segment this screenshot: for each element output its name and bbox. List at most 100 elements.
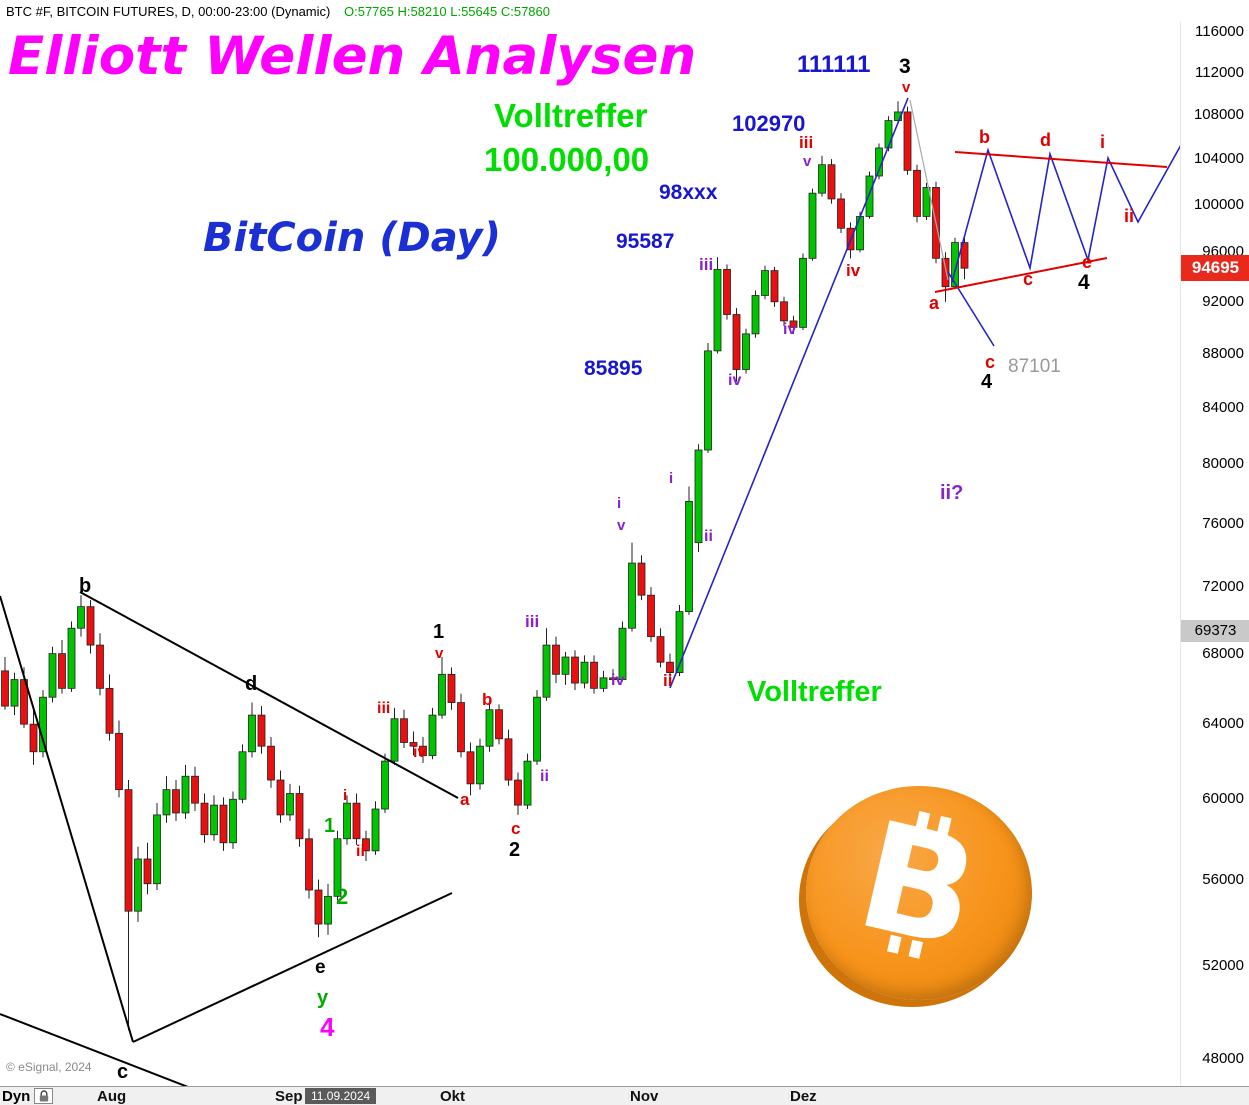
x-axis-label: Sep	[275, 1088, 303, 1105]
candle-up	[286, 793, 294, 816]
candle-up	[333, 838, 342, 897]
candle-down	[143, 858, 152, 885]
y-axis-label: 72000	[1202, 578, 1244, 596]
candle-up	[533, 696, 541, 762]
candle-up	[685, 501, 693, 612]
candle-down	[409, 742, 418, 747]
candle-down	[1, 670, 9, 707]
candle-up	[884, 120, 893, 149]
candle-down	[590, 661, 598, 689]
y-axis-label: 52000	[1202, 956, 1244, 974]
candle-down	[514, 779, 522, 806]
dyn-button[interactable]: Dyn	[2, 1088, 31, 1105]
y-axis-label: 84000	[1202, 398, 1244, 416]
y-axis-label: 64000	[1202, 715, 1244, 733]
candle-down	[495, 709, 503, 740]
candle-down	[789, 320, 798, 328]
candle-up	[48, 653, 57, 698]
y-axis-label: 104000	[1193, 150, 1244, 168]
y-axis-label: 88000	[1202, 344, 1244, 362]
candle-up	[865, 175, 874, 217]
lock-button[interactable]	[34, 1088, 53, 1104]
candle-down	[96, 644, 104, 689]
candle-down	[419, 745, 427, 756]
candle-down	[105, 687, 114, 734]
candle-down	[466, 751, 475, 785]
time-axis[interactable]: Dyn 11.09.2024 Aug Sep Okt Nov Dez	[0, 1086, 1249, 1105]
candle-up	[894, 111, 902, 121]
candle-down	[723, 268, 731, 315]
candle-up	[922, 187, 931, 217]
candle-down	[571, 656, 579, 684]
candle-up	[818, 164, 826, 194]
x-axis-label: Aug	[97, 1088, 127, 1105]
candle-up	[39, 696, 47, 753]
candle-up	[704, 350, 712, 451]
candle-up	[238, 751, 247, 800]
candle-down	[314, 889, 323, 925]
candle-down	[86, 606, 95, 646]
candle-up	[675, 611, 684, 673]
y-axis-label: 68000	[1202, 644, 1244, 662]
candle-up	[371, 808, 380, 852]
trendline	[669, 97, 909, 689]
candle-up	[808, 192, 817, 259]
candle-down	[400, 718, 408, 743]
candle-down	[770, 270, 779, 303]
y-axis-label: 80000	[1202, 455, 1244, 473]
candle-down	[191, 775, 199, 804]
candle-up	[10, 679, 19, 707]
y-axis-label: 108000	[1193, 106, 1244, 124]
symbol-info: BTC #F, BITCOIN FUTURES, D, 00:00-23:00 …	[6, 4, 331, 19]
date-marker: 11.09.2024	[305, 1088, 377, 1104]
candle-down	[362, 838, 370, 852]
candle-down	[457, 702, 465, 753]
candle-up	[248, 714, 256, 753]
candle-down	[666, 661, 674, 673]
candle-up	[742, 333, 750, 370]
x-axis-label: Nov	[630, 1088, 659, 1105]
y-axis-label: 116000	[1195, 23, 1244, 40]
candle-down	[827, 164, 836, 200]
candle-up	[599, 677, 608, 689]
candle-down	[780, 301, 788, 322]
candle-up	[485, 709, 494, 747]
trendline	[0, 595, 134, 1043]
trendline	[947, 271, 995, 347]
candle-up	[476, 745, 484, 785]
price-axis[interactable]: 94695 69373 116000 112000 108000 104000 1000…	[1180, 0, 1249, 1105]
trendline	[79, 591, 459, 799]
candle-down	[200, 802, 209, 836]
candle-down	[656, 636, 665, 663]
candle-up	[428, 714, 437, 756]
candle-down	[504, 738, 513, 781]
y-axis-label: 92000	[1202, 292, 1244, 310]
y-axis-label: 60000	[1202, 790, 1244, 808]
candle-down	[295, 793, 304, 840]
trendline	[909, 99, 949, 281]
y-axis-label: 56000	[1202, 870, 1244, 888]
candle-down	[552, 644, 560, 675]
candle-up	[580, 661, 589, 684]
candle-up	[751, 295, 760, 335]
candle-down	[960, 242, 969, 269]
candle-up	[153, 814, 161, 885]
candle-up	[162, 789, 171, 816]
candle-up	[694, 449, 703, 544]
y-axis-label: 48000	[1202, 1050, 1244, 1067]
candle-down	[732, 314, 741, 370]
candle-down	[837, 198, 845, 229]
candle-down	[124, 789, 133, 912]
last-price-tag: 94695	[1181, 255, 1249, 281]
candle-down	[447, 673, 456, 703]
candle-down	[609, 677, 617, 680]
lock-icon	[39, 1089, 48, 1101]
y-axis-label: 100000	[1193, 195, 1244, 213]
ohlc-values: O:57765 H:58210 L:55645 C:57860	[343, 4, 550, 19]
candle-up	[181, 775, 190, 814]
y-axis-label: 112000	[1195, 63, 1244, 81]
candle-up	[381, 760, 389, 810]
trendline	[132, 892, 453, 1043]
x-axis-label: Dez	[790, 1088, 817, 1105]
